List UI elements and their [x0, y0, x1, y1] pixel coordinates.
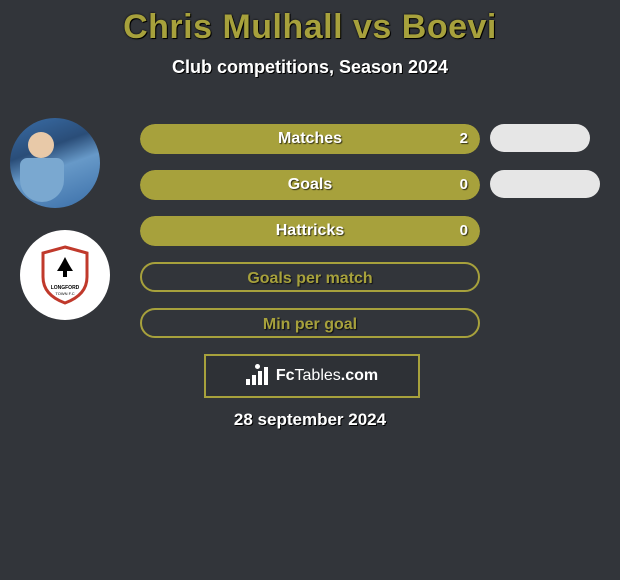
- right-pill: [490, 170, 600, 198]
- stat-label: Matches: [140, 124, 480, 154]
- stat-row: Matches2: [140, 124, 480, 154]
- stat-rows: Matches2Goals0Hattricks0Goals per matchM…: [140, 124, 480, 354]
- right-pill: [490, 124, 590, 152]
- stat-value: 2: [460, 124, 468, 154]
- stat-label: Goals per match: [142, 264, 478, 292]
- bars-icon: [246, 367, 270, 385]
- brand-name-1: Fc: [276, 367, 295, 384]
- stat-label: Hattricks: [140, 216, 480, 246]
- brand-name-3: .com: [341, 367, 378, 384]
- stat-row: Hattricks0: [140, 216, 480, 246]
- brand-text: FcTables.com: [276, 367, 378, 385]
- brand-box: FcTables.com: [204, 354, 420, 398]
- svg-text:TOWN F.C: TOWN F.C: [55, 291, 74, 296]
- stat-row: Goals per match: [140, 262, 480, 292]
- brand-name-2: Tables: [295, 367, 341, 384]
- date-label: 28 september 2024: [0, 410, 620, 430]
- club-crest-icon: LONGFORD TOWN F.C: [39, 245, 91, 305]
- stat-value: 0: [460, 216, 468, 246]
- stat-label: Goals: [140, 170, 480, 200]
- stat-row: Goals0: [140, 170, 480, 200]
- page-title: Chris Mulhall vs Boevi: [0, 0, 620, 47]
- subtitle: Club competitions, Season 2024: [0, 57, 620, 78]
- stat-row: Min per goal: [140, 308, 480, 338]
- player-avatar-1: [10, 118, 100, 208]
- avatar-column: LONGFORD TOWN F.C: [10, 118, 120, 342]
- stat-label: Min per goal: [142, 310, 478, 338]
- stat-value: 0: [460, 170, 468, 200]
- player-avatar-2-crest: LONGFORD TOWN F.C: [20, 230, 110, 320]
